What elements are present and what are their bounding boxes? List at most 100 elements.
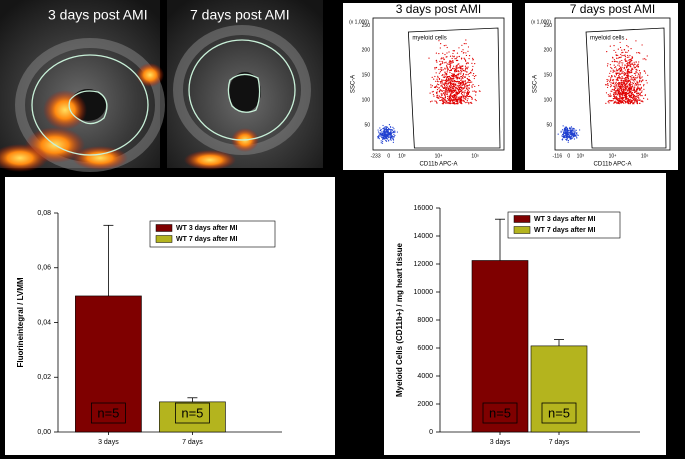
- event-dot: [624, 78, 626, 80]
- event-dot: [472, 83, 474, 86]
- event-dot: [389, 126, 392, 128]
- event-dot: [647, 74, 649, 76]
- event-dot: [467, 46, 470, 48]
- event-dot: [465, 97, 467, 99]
- event-dot: [622, 92, 624, 94]
- event-dot: [609, 79, 611, 81]
- event-dot: [619, 60, 621, 62]
- event-dot: [458, 55, 460, 58]
- event-dot: [436, 101, 438, 104]
- event-dot: [447, 97, 449, 100]
- y-tick-label: 150: [362, 73, 371, 79]
- event-dot: [392, 126, 394, 128]
- event-dot: [572, 130, 574, 132]
- event-dot: [435, 67, 438, 69]
- y-unit: (x 1,000): [349, 19, 369, 25]
- event-dot: [627, 75, 630, 77]
- event-dot: [466, 95, 468, 97]
- event-dot: [451, 75, 453, 77]
- event-dot: [447, 80, 450, 82]
- y-tick-label: 2000: [417, 401, 433, 408]
- event-dot: [626, 80, 628, 82]
- event-dot: [451, 92, 453, 94]
- event-dot: [462, 82, 464, 85]
- event-dot: [445, 100, 447, 102]
- event-dot: [639, 71, 641, 74]
- event-dot: [447, 89, 449, 92]
- event-dot: [465, 102, 467, 104]
- event-dot: [569, 130, 571, 132]
- event-dot: [465, 73, 467, 76]
- event-dot: [626, 63, 628, 65]
- event-dot: [616, 79, 618, 81]
- event-dot: [447, 76, 449, 78]
- event-dot: [449, 95, 451, 97]
- event-dot: [468, 79, 470, 82]
- event-dot: [449, 55, 452, 57]
- event-dot: [635, 70, 637, 73]
- event-dot: [384, 133, 386, 135]
- event-dot: [629, 65, 631, 67]
- event-dot: [379, 129, 382, 132]
- event-dot: [455, 76, 458, 78]
- event-dot: [444, 71, 446, 73]
- event-dot: [568, 129, 570, 131]
- event-dot: [621, 82, 623, 84]
- chart: 0 2000 4000 6000 8000 10000 12000 14000 16000 Mye…: [384, 173, 666, 455]
- event-dot: [442, 52, 444, 54]
- event-dot: [562, 125, 564, 127]
- event-dot: [439, 96, 441, 98]
- event-dot: [637, 64, 639, 66]
- event-dot: [462, 81, 464, 84]
- event-dot: [443, 101, 445, 103]
- event-dot: [643, 88, 645, 90]
- event-dot: [619, 93, 621, 95]
- event-dot: [567, 141, 569, 143]
- event-dot: [459, 65, 461, 67]
- event-dot: [575, 129, 577, 131]
- event-dot: [442, 61, 444, 63]
- event-dot: [640, 80, 643, 82]
- event-dot: [620, 53, 622, 56]
- event-dot: [615, 66, 617, 68]
- event-dot: [624, 58, 626, 60]
- event-dot: [615, 97, 618, 100]
- event-dot: [459, 69, 462, 71]
- event-dot: [630, 60, 632, 62]
- event-dot: [468, 102, 470, 104]
- event-dot: [644, 72, 647, 74]
- event-dot: [643, 85, 645, 87]
- event-dot: [462, 95, 464, 97]
- event-dot: [620, 81, 622, 84]
- event-dot: [381, 136, 383, 138]
- event-dot: [455, 83, 457, 85]
- event-dot: [615, 84, 618, 86]
- event-dot: [460, 98, 462, 100]
- gate: [585, 27, 667, 149]
- event-dot: [569, 137, 571, 140]
- event-dot: [619, 67, 622, 69]
- event-dot: [621, 86, 623, 88]
- event-dot: [452, 61, 454, 63]
- event-dot: [620, 101, 622, 104]
- event-dot: [443, 84, 446, 87]
- event-dot: [464, 90, 466, 92]
- event-dot: [569, 127, 571, 130]
- event-dot: [464, 91, 466, 93]
- event-dot: [465, 54, 468, 57]
- error-bar: [103, 224, 114, 296]
- event-dot: [622, 71, 624, 73]
- event-dot: [457, 96, 460, 98]
- event-dot: [637, 96, 640, 98]
- event-dot: [629, 86, 631, 88]
- event-dot: [624, 94, 627, 96]
- y-tick-label: 0,00: [37, 429, 51, 436]
- event-dot: [569, 133, 572, 136]
- event-dot: [464, 69, 467, 71]
- event-dot: [445, 73, 447, 75]
- event-dot: [449, 102, 452, 104]
- event-dot: [469, 102, 472, 104]
- event-dot: [455, 97, 457, 99]
- x-tick-label: 10³: [577, 153, 585, 159]
- event-dot: [625, 72, 627, 74]
